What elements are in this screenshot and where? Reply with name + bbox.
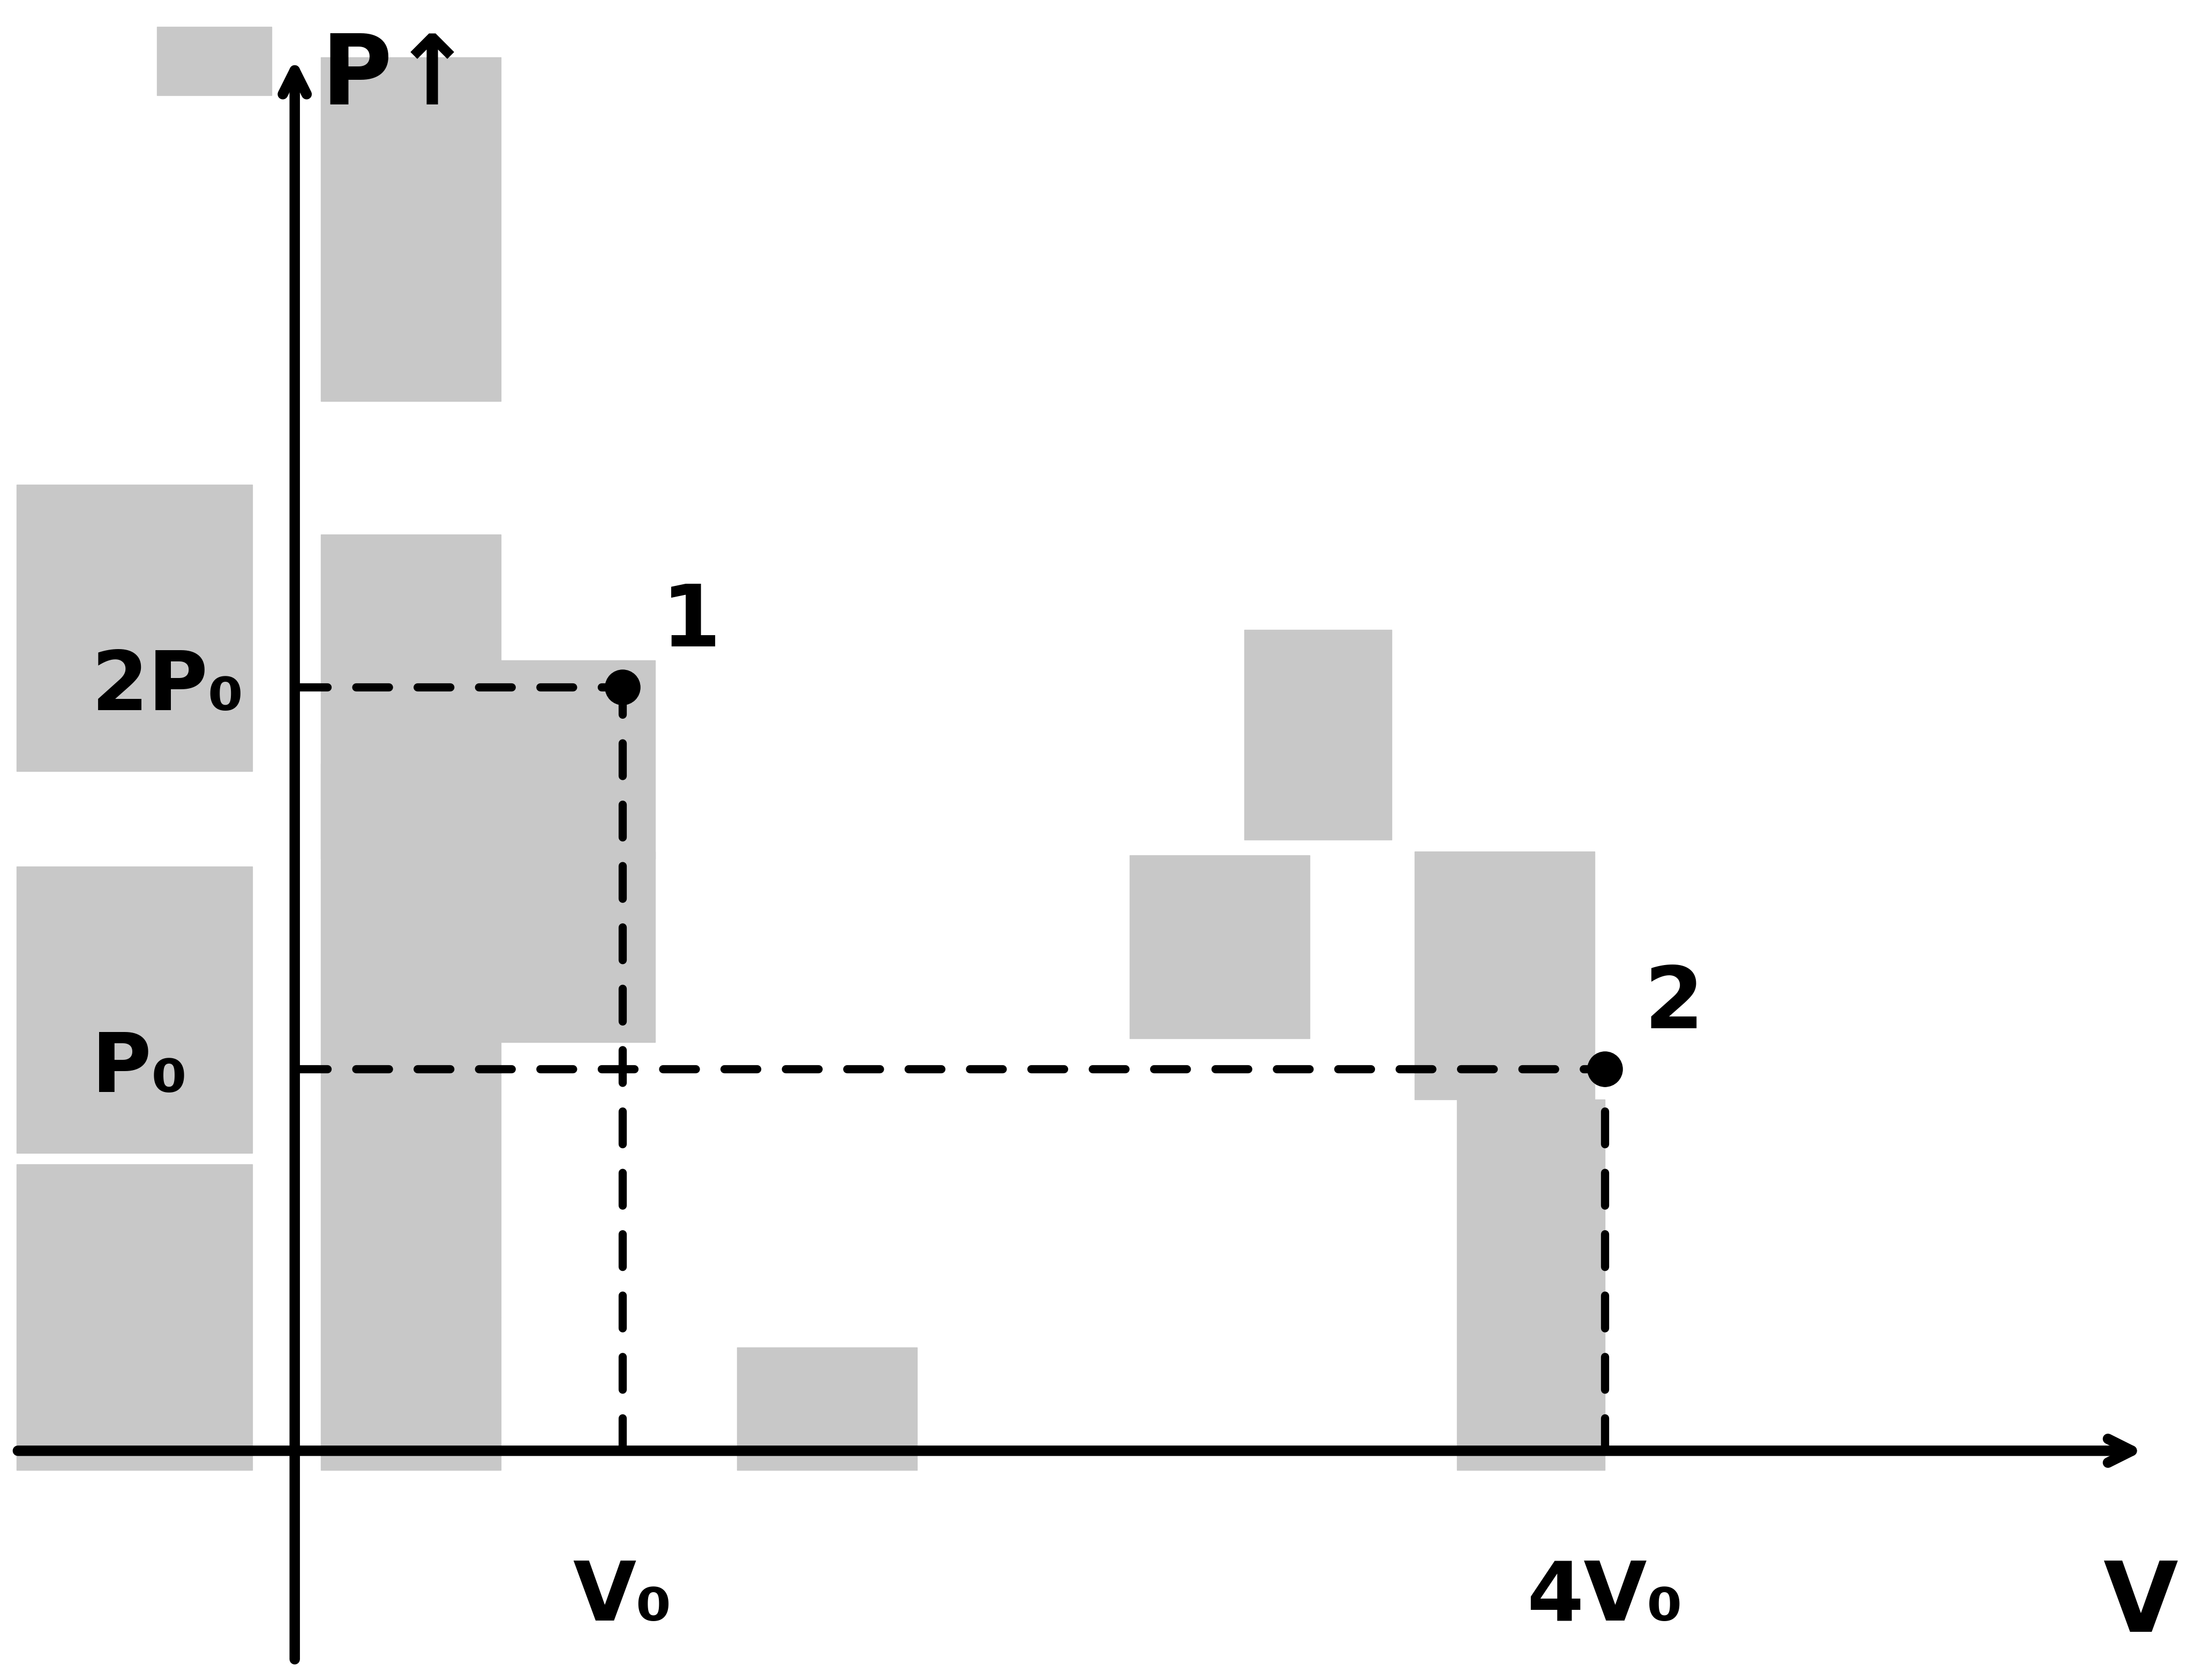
Point	[1586, 1055, 1621, 1082]
Bar	[1130, 855, 1310, 1038]
Bar	[15, 1374, 252, 1470]
Text: 1: 1	[660, 581, 722, 664]
Bar	[320, 763, 500, 1317]
Bar	[1415, 852, 1595, 1099]
Bar	[158, 27, 272, 96]
Bar	[15, 486, 252, 771]
Text: V₀: V₀	[573, 1557, 671, 1638]
Text: P₀: P₀	[92, 1030, 186, 1109]
Bar	[474, 852, 656, 1042]
Text: V: V	[2102, 1557, 2179, 1651]
Bar	[737, 1347, 917, 1470]
Bar	[1457, 1099, 1604, 1374]
Text: 2: 2	[1643, 963, 1703, 1047]
Point	[606, 674, 641, 701]
Bar	[320, 57, 500, 402]
Bar	[15, 867, 252, 1152]
Bar	[1244, 630, 1391, 840]
Bar	[474, 660, 656, 858]
Bar	[320, 534, 500, 858]
Bar	[1457, 1374, 1604, 1470]
Text: 4V₀: 4V₀	[1527, 1557, 1683, 1638]
Bar	[15, 1164, 252, 1374]
Text: 2P₀: 2P₀	[92, 647, 244, 727]
Bar	[320, 1317, 500, 1470]
Text: P↑: P↑	[320, 30, 474, 124]
